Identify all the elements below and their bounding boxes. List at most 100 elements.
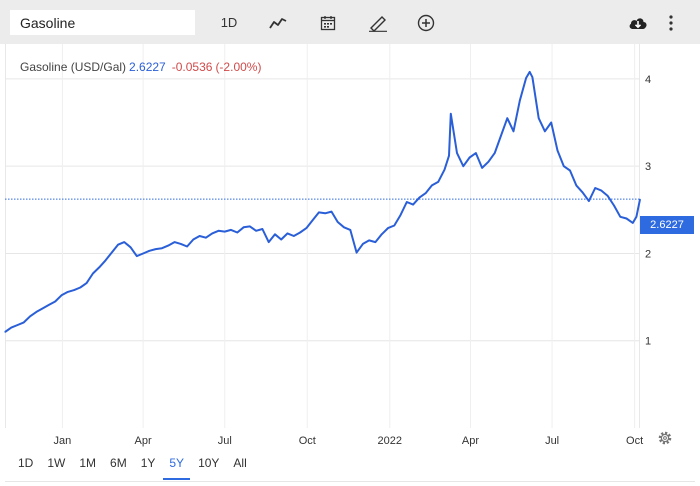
data-point <box>224 231 226 233</box>
data-point <box>406 201 408 203</box>
y-tick-label: 2 <box>645 248 651 260</box>
data-point <box>142 252 144 255</box>
data-point <box>544 130 546 132</box>
data-point <box>268 241 270 243</box>
data-point <box>437 181 439 183</box>
line-chart-icon[interactable] <box>268 10 288 35</box>
data-point <box>456 152 458 154</box>
data-point <box>17 324 19 326</box>
data-point <box>625 217 628 220</box>
data-point <box>111 252 113 254</box>
data-point <box>305 227 307 229</box>
data-point <box>23 321 25 323</box>
download-cloud-icon[interactable] <box>628 10 648 35</box>
data-point <box>67 291 69 293</box>
y-tick-label: 3 <box>645 161 651 173</box>
data-point <box>393 224 395 227</box>
range-6m-button[interactable]: 6M <box>110 456 127 470</box>
data-point <box>525 77 527 79</box>
data-point <box>299 231 301 234</box>
more-vertical-icon[interactable] <box>666 10 676 35</box>
range-selector: 1D 1W 1M 6M 1Y 5Y 10Y All <box>18 454 261 480</box>
legend-last-price: 2.6227 <box>129 60 166 74</box>
chart-toolbar: 1D <box>0 0 700 44</box>
data-point <box>148 250 150 252</box>
data-point <box>450 113 452 115</box>
data-point <box>337 221 339 223</box>
data-point <box>318 211 320 213</box>
data-point <box>161 247 163 249</box>
data-point <box>639 198 641 200</box>
add-compare-icon[interactable] <box>417 10 435 35</box>
data-point <box>10 327 12 329</box>
data-point <box>274 233 276 235</box>
data-point <box>130 246 132 248</box>
data-point <box>512 130 515 132</box>
x-tick-label: Oct <box>299 435 316 447</box>
data-point <box>431 184 433 186</box>
data-point <box>79 286 81 289</box>
range-10y-button[interactable]: 10Y <box>198 456 220 470</box>
chart-legend: Gasoline (USD/Gal) 2.6227 -0.0536 (-2.00%) <box>20 60 261 74</box>
data-point <box>243 226 245 228</box>
interval-button[interactable]: 1D <box>220 15 238 30</box>
data-point <box>29 315 31 317</box>
x-tick-label: Apr <box>135 435 152 447</box>
data-point <box>588 200 590 202</box>
data-point <box>613 204 615 207</box>
calendar-icon[interactable] <box>319 10 337 35</box>
plot-area[interactable] <box>5 44 640 428</box>
data-point <box>506 117 508 119</box>
range-all-button[interactable]: All <box>233 456 247 470</box>
data-point <box>362 243 364 245</box>
data-point <box>280 238 282 241</box>
data-point <box>186 245 188 248</box>
data-point <box>343 226 345 228</box>
data-point <box>600 190 603 192</box>
data-point <box>462 165 464 167</box>
range-1y-button[interactable]: 1Y <box>140 456 156 470</box>
data-point <box>92 272 94 275</box>
data-point <box>569 169 571 172</box>
settings-gear-icon[interactable] <box>657 430 673 446</box>
data-point <box>368 239 370 241</box>
data-point <box>635 216 638 218</box>
range-1d-button[interactable]: 1D <box>18 456 34 470</box>
data-point <box>167 245 169 247</box>
y-tick-label: 1 <box>645 336 651 348</box>
last-price-tag: 2.6227 <box>640 216 694 234</box>
data-point <box>286 232 289 234</box>
x-tick-label: Apr <box>462 435 479 447</box>
x-tick-label: Jan <box>54 435 72 447</box>
range-1w-button[interactable]: 1W <box>47 456 66 470</box>
data-point <box>556 149 559 152</box>
range-5y-button[interactable]: 5Y <box>163 454 190 480</box>
data-point <box>538 117 540 119</box>
data-point <box>448 155 450 157</box>
data-point <box>217 230 220 232</box>
data-point <box>230 229 232 231</box>
symbol-input[interactable] <box>10 10 195 35</box>
data-point <box>54 300 56 303</box>
data-point <box>356 252 358 254</box>
data-point <box>86 282 88 284</box>
data-point <box>261 228 263 230</box>
legend-symbol-name: Gasoline (USD/Gal) <box>20 60 127 74</box>
data-point <box>531 76 534 78</box>
data-point <box>425 192 427 194</box>
data-point <box>35 311 38 313</box>
data-point <box>349 229 351 231</box>
data-point <box>487 161 489 163</box>
data-point <box>293 235 295 237</box>
data-point <box>324 212 326 214</box>
data-point <box>211 232 213 234</box>
data-point <box>550 121 552 124</box>
data-point <box>173 241 176 243</box>
data-point <box>205 237 207 239</box>
draw-pencil-icon[interactable] <box>367 10 389 35</box>
data-point <box>199 235 201 237</box>
data-point <box>494 152 496 154</box>
data-point <box>236 231 238 234</box>
data-point <box>387 227 389 229</box>
range-1m-button[interactable]: 1M <box>79 456 97 470</box>
